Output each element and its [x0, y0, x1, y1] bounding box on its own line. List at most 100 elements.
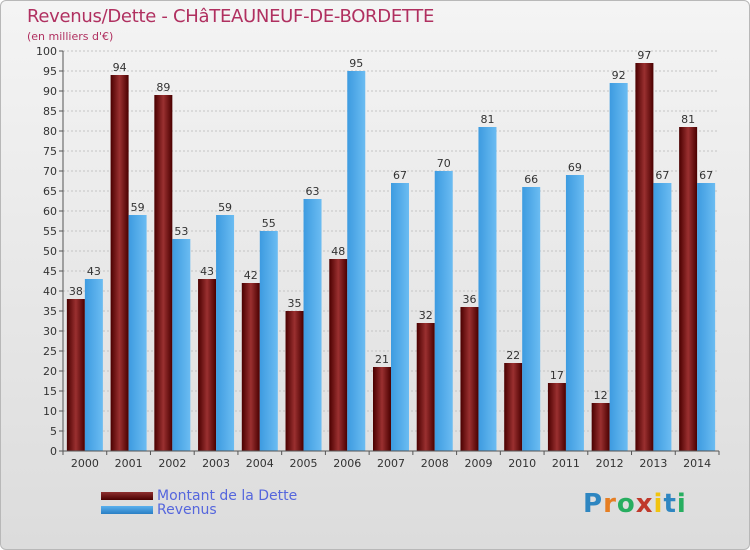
bar-revenus — [128, 215, 147, 451]
y-tick-label: 95 — [43, 65, 57, 78]
data-label-revenus: 53 — [174, 225, 188, 238]
data-label-revenus: 67 — [393, 169, 407, 182]
y-tick-label: 50 — [43, 245, 57, 258]
logo-letter: x — [635, 489, 654, 519]
chart-title: Revenus/Dette - CHâTEAUNEUF-DE-BORDETTE — [27, 6, 435, 27]
data-label-dette: 17 — [550, 369, 564, 382]
legend-swatch-revenus — [101, 506, 153, 514]
y-tick-label: 90 — [43, 85, 57, 98]
x-tick-label: 2002 — [158, 457, 186, 470]
y-tick-label: 15 — [43, 385, 57, 398]
y-tick-label: 75 — [43, 145, 57, 158]
bar-revenus — [259, 231, 278, 451]
logo-letter: o — [616, 489, 636, 519]
data-label-dette: 89 — [156, 81, 170, 94]
data-label-dette: 38 — [69, 285, 83, 298]
bar-dette — [591, 403, 610, 451]
data-label-revenus: 55 — [262, 217, 276, 230]
data-label-dette: 48 — [331, 245, 345, 258]
bar-revenus — [84, 279, 103, 451]
x-tick-label: 2006 — [333, 457, 361, 470]
x-tick-label: 2014 — [683, 457, 711, 470]
y-tick-label: 85 — [43, 105, 57, 118]
x-tick-label: 2004 — [246, 457, 274, 470]
x-tick-label: 2005 — [290, 457, 318, 470]
bar-revenus — [653, 183, 672, 451]
bar-dette — [66, 299, 85, 451]
bar-dette — [679, 127, 698, 451]
data-label-dette: 36 — [462, 293, 476, 306]
y-tick-label: 25 — [43, 345, 57, 358]
y-tick-label: 30 — [43, 325, 57, 338]
bar-revenus — [391, 183, 409, 451]
chart-subtitle: (en milliers d'€) — [27, 30, 114, 43]
data-label-revenus: 43 — [87, 265, 101, 278]
data-label-dette: 12 — [594, 389, 608, 402]
bar-dette — [373, 367, 391, 451]
data-label-dette: 81 — [681, 113, 695, 126]
bar-dette — [329, 259, 348, 451]
data-label-revenus: 81 — [480, 113, 494, 126]
legend-swatch-debt — [101, 492, 153, 500]
data-label-revenus: 69 — [568, 161, 582, 174]
data-label-dette: 21 — [375, 353, 389, 366]
logo-letter: t — [663, 489, 677, 519]
bar-revenus — [303, 199, 322, 451]
bar-dette — [241, 283, 260, 451]
y-tick-label: 0 — [50, 445, 57, 458]
bar-revenus — [697, 183, 716, 451]
bar-revenus — [216, 215, 235, 451]
x-tick-label: 2001 — [115, 457, 143, 470]
legend-item-revenus: Revenus — [101, 502, 217, 518]
y-tick-label: 35 — [43, 305, 57, 318]
x-tick-label: 2009 — [464, 457, 492, 470]
logo-letter: P — [583, 489, 604, 519]
legend-label-debt: Montant de la Dette — [157, 488, 298, 504]
logo-letter: r — [603, 489, 617, 519]
x-axis: 2000 2001 2002 2003 2004 2005 2006 2007 2008 2009… — [62, 450, 720, 470]
x-tick-label: 2003 — [202, 457, 230, 470]
data-label-dette: 94 — [113, 61, 127, 74]
data-label-revenus: 63 — [306, 185, 320, 198]
data-label-revenus: 92 — [612, 69, 626, 82]
y-tick-label: 10 — [43, 405, 57, 418]
y-tick-label: 40 — [43, 285, 57, 298]
bar-dette — [635, 63, 654, 451]
data-label-revenus: 66 — [524, 173, 538, 186]
y-tick-label: 65 — [43, 185, 57, 198]
x-tick-label: 2013 — [639, 457, 667, 470]
bar-revenus — [347, 71, 366, 451]
bar-revenus — [478, 127, 497, 451]
bar-revenus — [565, 175, 584, 451]
data-label-revenus: 70 — [437, 157, 451, 170]
bar-dette — [547, 383, 566, 451]
x-tick-label: 2011 — [552, 457, 580, 470]
y-tick-label: 20 — [43, 365, 57, 378]
y-tick-label: 5 — [50, 425, 57, 438]
logo-letter: i — [653, 489, 664, 519]
proxiti-logo: Proxiti — [583, 489, 687, 519]
bar-dette — [285, 311, 304, 451]
bar-dette — [460, 307, 479, 451]
logo-letter: i — [676, 489, 687, 519]
bars: 38 43 94 59 89 53 43 59 42 55 35 63 48 95 21 67 32 70 36 81… — [66, 49, 716, 451]
y-axis: 0 5 10 15 20 25 30 35 40 45 50 55 60 65 70 75 80 85 90 95 10… — [36, 45, 64, 458]
y-tick-label: 70 — [43, 165, 57, 178]
data-label-revenus: 59 — [131, 201, 145, 214]
legend-item-debt: Montant de la Dette — [101, 488, 298, 504]
data-label-revenus: 67 — [699, 169, 713, 182]
data-label-dette: 43 — [200, 265, 214, 278]
x-tick-label: 2000 — [71, 457, 99, 470]
bar-revenus — [172, 239, 191, 451]
bar-revenus — [609, 83, 628, 451]
bar-dette — [110, 75, 129, 451]
bar-dette — [154, 95, 173, 451]
x-tick-label: 2007 — [377, 457, 405, 470]
data-label-dette: 42 — [244, 269, 258, 282]
data-label-dette: 97 — [637, 49, 651, 62]
data-label-dette: 32 — [419, 309, 433, 322]
data-label-revenus: 67 — [655, 169, 669, 182]
data-label-dette: 35 — [288, 297, 302, 310]
